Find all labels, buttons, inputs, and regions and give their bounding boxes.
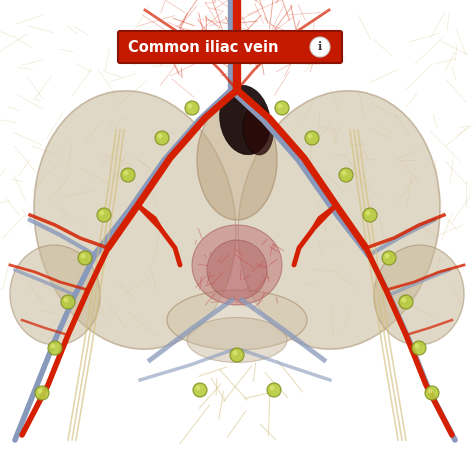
Circle shape: [185, 101, 199, 115]
Ellipse shape: [34, 91, 236, 349]
Ellipse shape: [10, 245, 100, 345]
Circle shape: [230, 348, 244, 362]
Circle shape: [81, 254, 85, 258]
Text: Common iliac vein: Common iliac vein: [128, 39, 279, 55]
Circle shape: [342, 170, 346, 176]
Circle shape: [382, 251, 396, 265]
Ellipse shape: [207, 240, 267, 300]
Circle shape: [51, 344, 55, 348]
Circle shape: [339, 168, 353, 182]
Ellipse shape: [167, 290, 307, 350]
Text: i: i: [318, 42, 322, 53]
Circle shape: [193, 383, 207, 397]
Circle shape: [308, 134, 312, 139]
Ellipse shape: [243, 105, 273, 155]
FancyBboxPatch shape: [118, 31, 342, 63]
Circle shape: [412, 341, 426, 355]
Circle shape: [188, 103, 192, 109]
Circle shape: [124, 170, 128, 176]
Circle shape: [121, 168, 135, 182]
Circle shape: [155, 131, 169, 145]
Circle shape: [97, 208, 111, 222]
Circle shape: [425, 386, 439, 400]
Circle shape: [100, 211, 104, 215]
Ellipse shape: [219, 85, 270, 155]
Circle shape: [428, 389, 432, 394]
Circle shape: [275, 101, 289, 115]
Circle shape: [270, 386, 274, 390]
Ellipse shape: [187, 317, 287, 363]
Circle shape: [278, 103, 283, 109]
Circle shape: [384, 254, 390, 258]
Circle shape: [399, 295, 413, 309]
Circle shape: [310, 37, 330, 57]
Ellipse shape: [238, 91, 440, 349]
Circle shape: [363, 208, 377, 222]
Circle shape: [415, 344, 419, 348]
Circle shape: [48, 341, 62, 355]
Ellipse shape: [197, 100, 277, 220]
Circle shape: [305, 131, 319, 145]
Circle shape: [365, 211, 371, 215]
Circle shape: [35, 386, 49, 400]
Circle shape: [37, 389, 43, 394]
Circle shape: [157, 134, 163, 139]
Circle shape: [78, 251, 92, 265]
Circle shape: [196, 386, 201, 390]
Ellipse shape: [192, 225, 282, 305]
Circle shape: [64, 298, 68, 303]
Circle shape: [61, 295, 75, 309]
Circle shape: [267, 383, 281, 397]
Ellipse shape: [374, 245, 464, 345]
Circle shape: [233, 351, 237, 355]
Circle shape: [401, 298, 406, 303]
